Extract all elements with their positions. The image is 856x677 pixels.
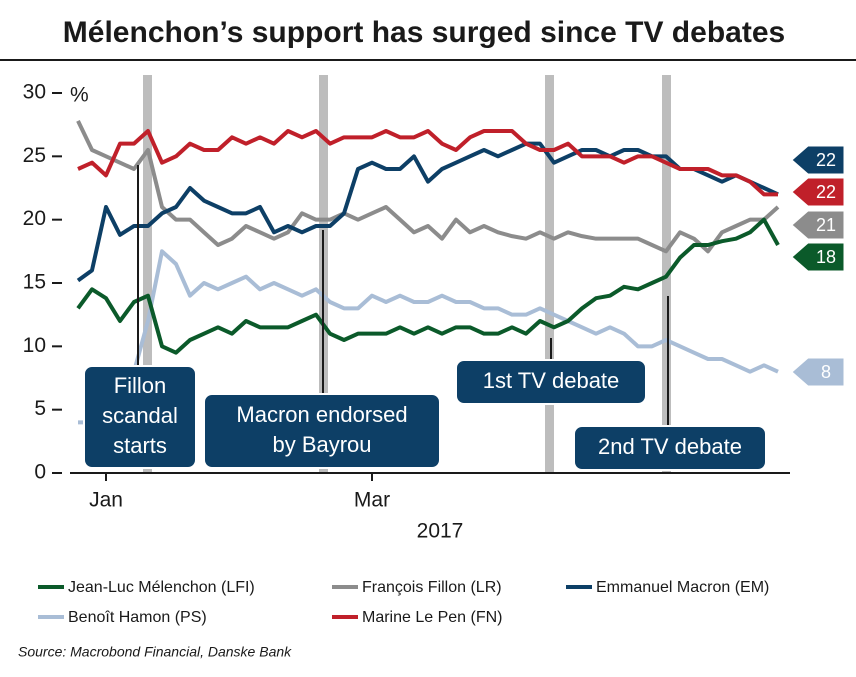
event-bar [545,75,554,473]
legend-label: Benoît Hamon (PS) [68,609,207,626]
annotation-box [455,359,647,405]
y-axis-label: % [70,84,89,107]
legend-label: Marine Le Pen (FN) [362,609,503,626]
end-tag-label: 22 [816,182,836,202]
end-tag: 22 [791,145,845,175]
end-tag-label: 21 [816,215,836,235]
y-tick-label: 25 [23,144,46,167]
end-tag-shape [791,210,845,240]
annotation: Macron endorsed by Bayrou [236,402,407,457]
annotation-line: Macron endorsed [236,402,407,427]
y-tick-label: 20 [23,207,46,230]
end-tag: 8 [791,357,845,387]
y-tick-label: 0 [34,461,46,484]
series-line [76,120,780,254]
legend-label: Jean-Luc Mélenchon (LFI) [68,579,255,596]
end-tag: 22 [791,177,845,207]
annotation-box [203,393,441,469]
series-line [77,129,778,197]
x-tick-label: Mar [354,489,390,512]
series-line [78,249,779,425]
end-tag-label: 18 [816,247,836,267]
y-tick-label: 5 [34,397,46,420]
annotation: Fillon scandal starts [102,373,178,458]
annotation: 1st TV debate [483,368,620,393]
end-tag: 21 [791,210,845,240]
end-tag-shape [791,177,845,207]
y-tick-label: 30 [23,81,46,104]
end-tag-shape [791,357,845,387]
legend-label: Emmanuel Macron (EM) [596,579,769,596]
annotation-line: starts [113,433,167,458]
source: Source: Macrobond Financial, Danske Bank [18,644,292,660]
event-bar [143,75,152,473]
series-line [76,141,779,283]
y-tick-label: 15 [23,271,46,294]
end-tag-label: 8 [821,362,831,382]
end-tag-shape [791,145,845,175]
end-tag-label: 22 [816,150,836,170]
x-axis-label: 2017 [417,520,464,543]
series-line [76,217,780,355]
chart-title: Mélenchon’s support has surged since TV … [63,16,785,49]
end-tag: 18 [791,242,845,272]
end-tag-shape [791,242,845,272]
legend-label: François Fillon (LR) [362,579,502,596]
annotation-box [83,365,197,469]
y-tick-label: 10 [23,334,46,357]
annotation: 2nd TV debate [598,434,742,459]
annotation-box [573,425,767,471]
annotation-line: scandal [102,403,178,428]
annotation-line: by Bayrou [272,432,371,457]
x-tick-label: Jan [89,489,123,512]
annotation-line: Fillon [114,373,167,398]
